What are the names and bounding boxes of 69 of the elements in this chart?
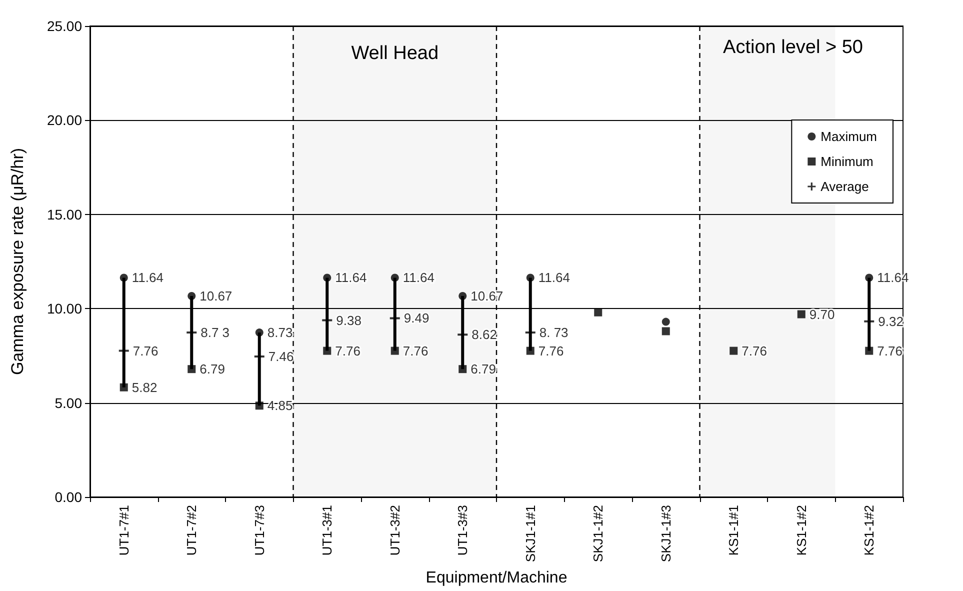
x-tick-label: UT1-3#3 bbox=[455, 505, 470, 556]
point bbox=[526, 274, 534, 282]
point bbox=[730, 346, 738, 355]
data-label: 9.70 bbox=[809, 306, 835, 322]
point bbox=[865, 274, 874, 282]
legend-label: Average bbox=[820, 179, 869, 194]
legend-label: Maximum bbox=[820, 129, 878, 144]
point bbox=[797, 310, 806, 318]
point bbox=[526, 346, 534, 355]
point bbox=[390, 346, 399, 355]
band-label: Well Head bbox=[351, 43, 439, 64]
point bbox=[120, 383, 128, 392]
x-tick-label: UT1-3#1 bbox=[320, 505, 335, 556]
y-tick-label: 25.00 bbox=[46, 18, 82, 34]
point bbox=[323, 346, 332, 355]
point bbox=[255, 328, 264, 337]
point bbox=[458, 292, 467, 300]
data-label: 11.64 bbox=[132, 270, 164, 286]
point bbox=[120, 274, 128, 282]
data-label: 8. 73 bbox=[539, 325, 568, 340]
point bbox=[458, 365, 467, 374]
point bbox=[865, 346, 874, 355]
data-label: 7.76 bbox=[742, 343, 767, 358]
data-label: 8.7 3 bbox=[200, 325, 230, 340]
data-label: 7.46 bbox=[268, 348, 294, 364]
x-tick-label: SKJ1-1#1 bbox=[522, 505, 538, 562]
x-tick-label: UT1-3#2 bbox=[387, 505, 402, 556]
y-tick-label: 15.00 bbox=[46, 206, 82, 222]
data-label: 7.76 bbox=[335, 343, 360, 358]
x-tick-label: UT1-7#3 bbox=[252, 505, 267, 556]
data-label: 11.64 bbox=[335, 270, 367, 286]
x-tick-label: SKJ1-1#3 bbox=[658, 505, 674, 562]
y-tick-label: 5.00 bbox=[54, 394, 82, 411]
x-tick-label: UT1-7#2 bbox=[184, 505, 200, 556]
x-tick-label: KS1-1#1 bbox=[726, 505, 742, 556]
data-label: 7.76 bbox=[877, 343, 902, 358]
point bbox=[390, 274, 399, 282]
y-tick-label: 20.00 bbox=[46, 112, 82, 128]
data-label: 9.49 bbox=[404, 310, 430, 326]
data-label: 10.67 bbox=[470, 288, 504, 304]
annotation: Action level > 50 bbox=[723, 37, 863, 58]
data-label: 8.62 bbox=[472, 327, 497, 342]
data-label: 6.79 bbox=[470, 362, 496, 377]
x-axis-title: Equipment/Machine bbox=[426, 570, 568, 586]
x-tick-label: KS1-1#2 bbox=[862, 505, 877, 556]
legend-label: Minimum bbox=[820, 154, 874, 169]
point bbox=[662, 327, 670, 336]
data-label: 9.38 bbox=[336, 312, 362, 328]
data-label: 11.64 bbox=[538, 270, 570, 286]
data-label: 10.67 bbox=[200, 288, 232, 304]
data-label: 6.79 bbox=[200, 362, 225, 377]
point bbox=[323, 274, 332, 282]
point bbox=[188, 292, 196, 300]
data-label: 5.82 bbox=[132, 380, 158, 395]
y-tick-label: 0.00 bbox=[54, 489, 82, 506]
data-label: 7.76 bbox=[538, 343, 564, 358]
x-tick-label: UT1-7#1 bbox=[116, 505, 132, 556]
data-label: 7.76 bbox=[132, 343, 158, 358]
y-axis-title: Gamma exposure rate (μR/hr) bbox=[8, 148, 27, 376]
x-tick-label: KS1-1#2 bbox=[794, 505, 809, 556]
data-label: 7.76 bbox=[402, 343, 428, 358]
point bbox=[594, 308, 602, 316]
x-tick-label: SKJ1-1#2 bbox=[590, 505, 606, 562]
data-label: 8.73 bbox=[267, 325, 293, 340]
point bbox=[662, 318, 670, 326]
point bbox=[188, 365, 196, 374]
y-tick-label: 10.00 bbox=[46, 300, 82, 317]
point bbox=[255, 402, 264, 410]
data-label: 11.64 bbox=[402, 270, 434, 286]
